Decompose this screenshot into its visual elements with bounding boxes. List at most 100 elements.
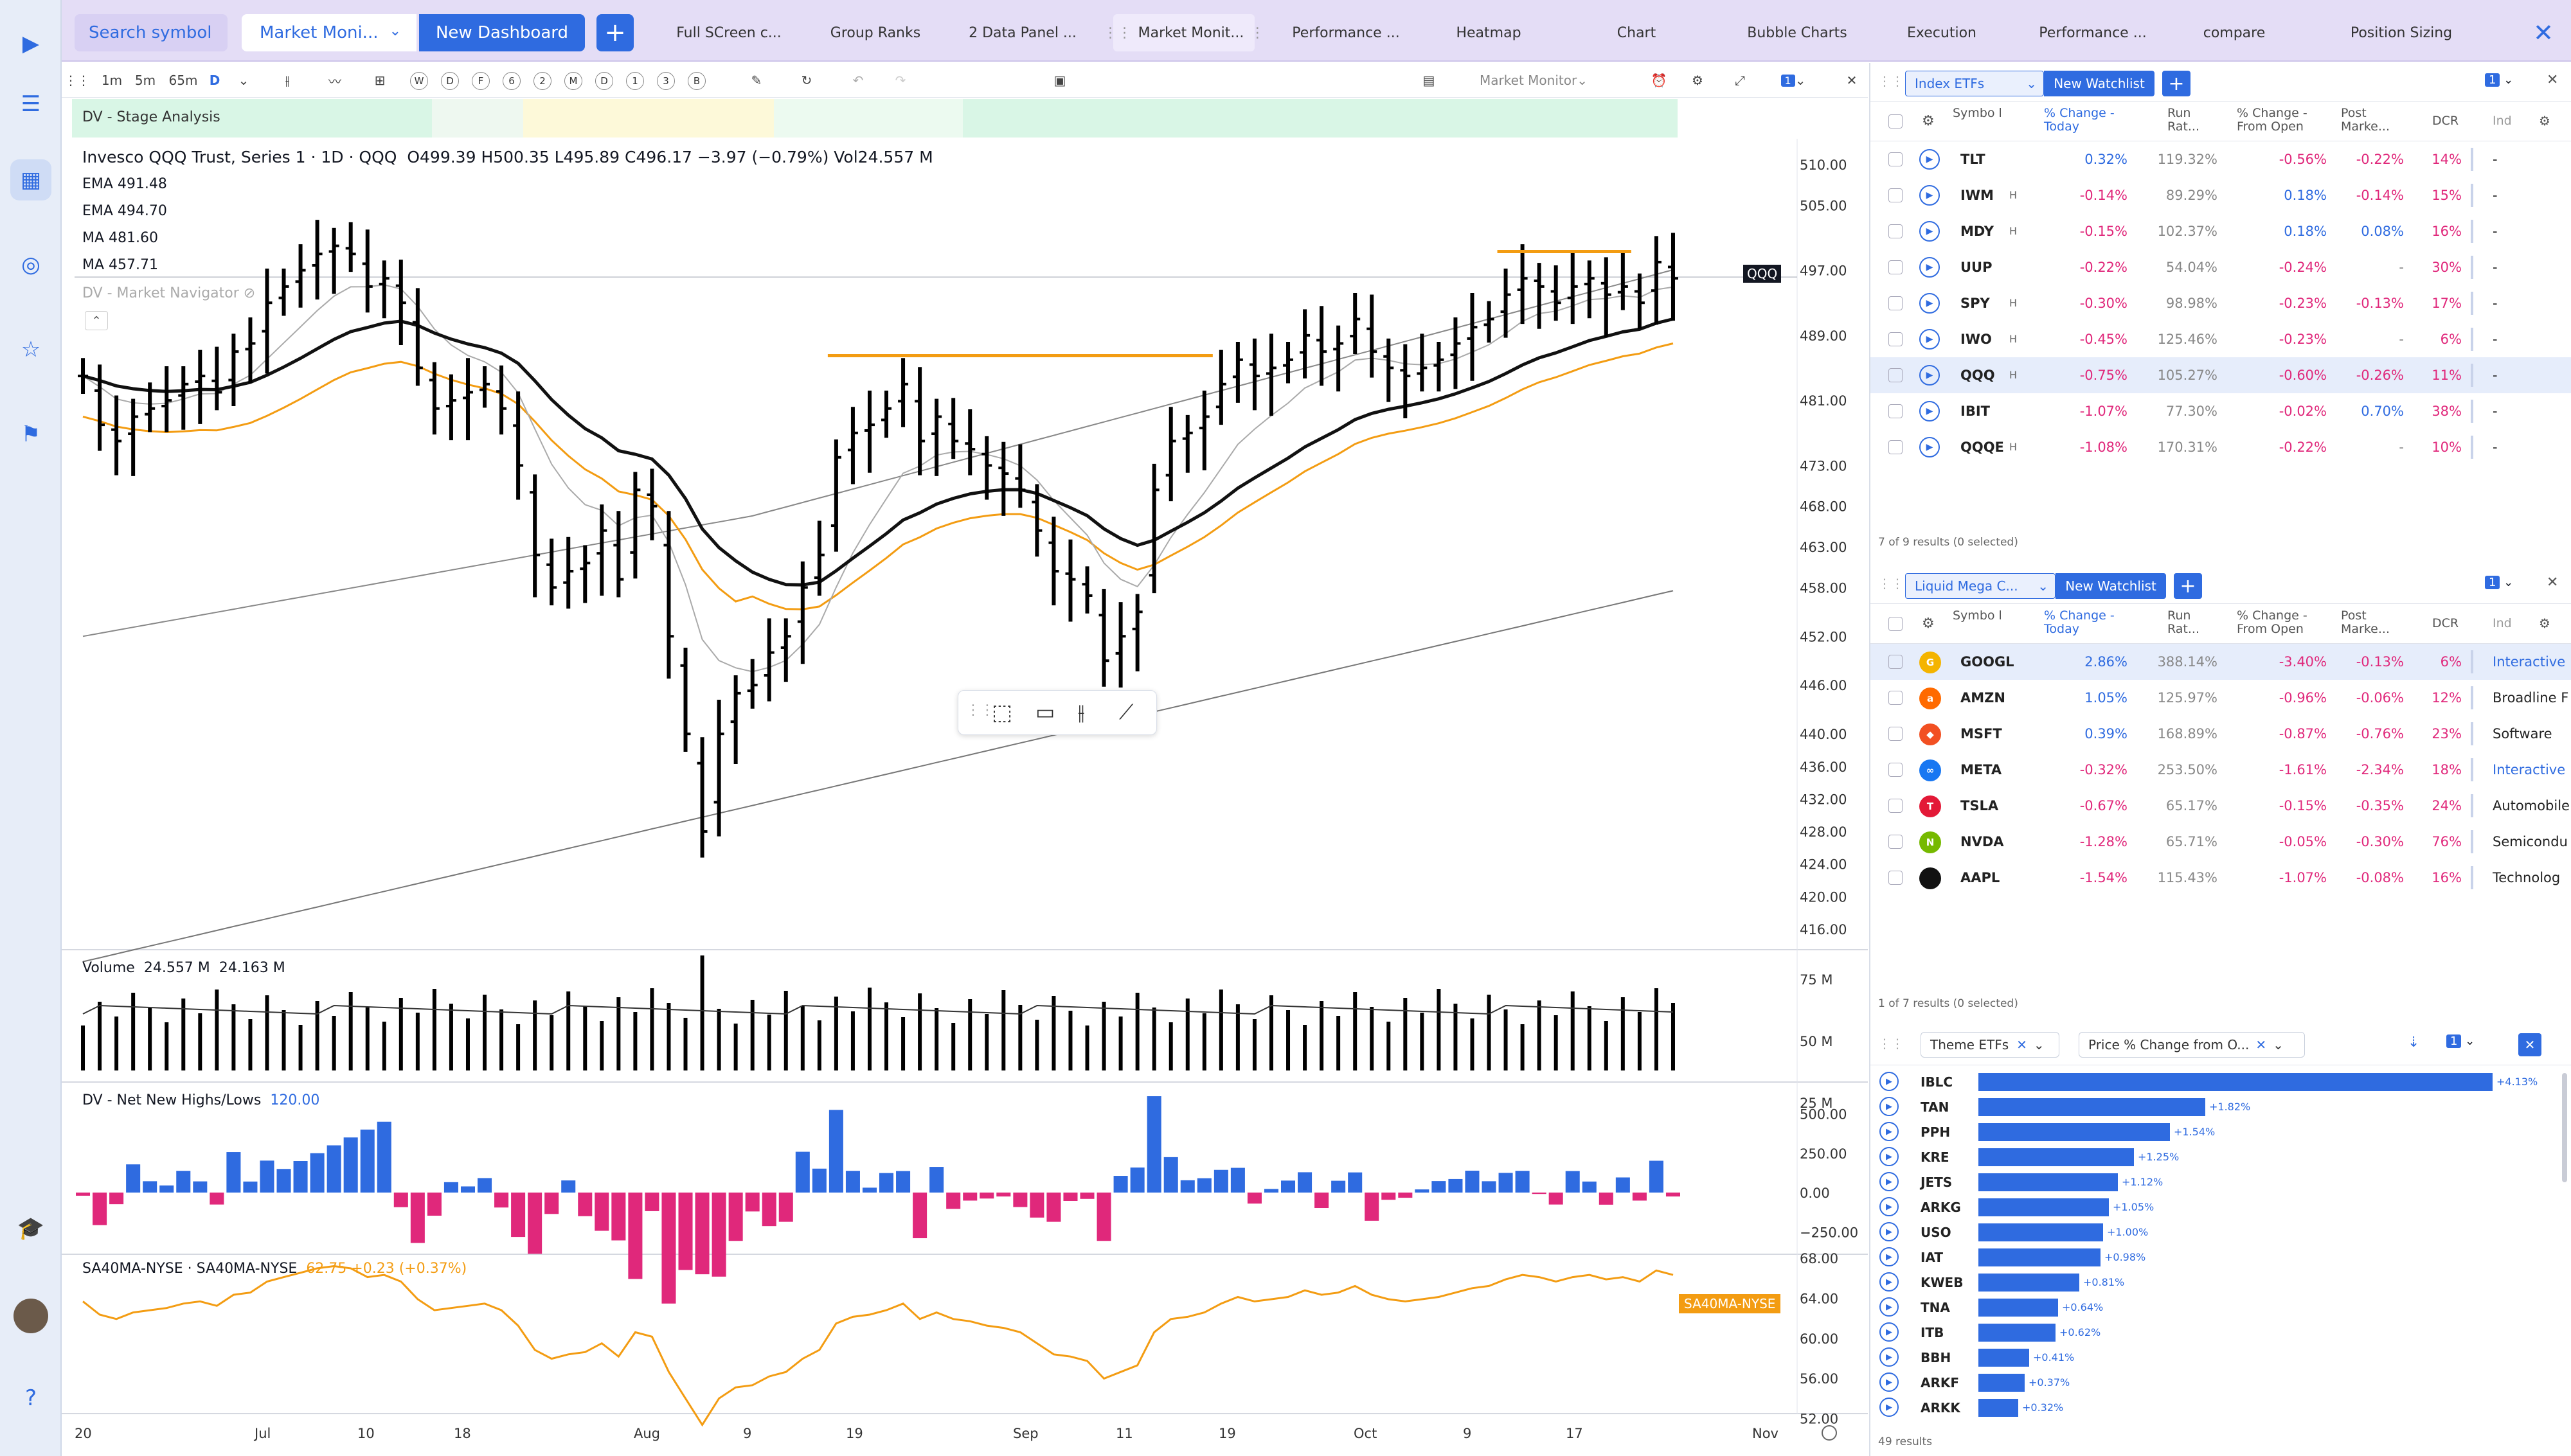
symbol-cell[interactable]: AAPL xyxy=(1960,870,2000,885)
range-d2[interactable]: D xyxy=(595,72,613,90)
row-checkbox[interactable] xyxy=(1888,368,1903,382)
panel-link-select[interactable]: 1 ⌄ xyxy=(2446,1034,2475,1048)
scrollbar[interactable] xyxy=(2562,1073,2567,1182)
table-row[interactable]: ◆ MSFT 0.39% 168.89% -0.87% -0.76% 23% Software xyxy=(1870,716,2571,752)
interval-1m[interactable]: 1m xyxy=(101,73,123,88)
row-checkbox[interactable] xyxy=(1888,763,1903,777)
range-f[interactable]: F xyxy=(472,72,490,90)
theme-bar-row[interactable]: ▶ IBLC +4.13% xyxy=(1870,1069,2558,1094)
layout-icon[interactable]: ▤ xyxy=(1422,73,1435,88)
col-dcr[interactable]: DCR xyxy=(2432,114,2459,128)
settings-icon[interactable]: ⚙ xyxy=(2539,113,2550,129)
tab-menu-icon[interactable]: ⋮ xyxy=(1250,24,1265,41)
theme-bar-row[interactable]: ▶ JETS +1.12% xyxy=(1870,1169,2558,1194)
col-post-market[interactable]: Post Marke... xyxy=(2341,106,2390,134)
play-icon[interactable]: ▶ xyxy=(1879,1197,1899,1216)
play-icon[interactable]: ▶ xyxy=(1919,293,1940,314)
play-icon[interactable]: ▶ xyxy=(1879,1247,1899,1266)
tab-bubble-charts[interactable]: Bubble Charts xyxy=(1747,24,1847,41)
theme-bar-row[interactable]: ▶ KWEB +0.81% xyxy=(1870,1270,2558,1295)
play-icon[interactable]: ▶ xyxy=(1879,1297,1899,1317)
theme-list-select[interactable]: Theme ETFs ✕ ⌄ xyxy=(1921,1032,2059,1058)
drag-handle-icon[interactable]: ⋮⋮ xyxy=(966,702,994,718)
draw-icon[interactable]: ✎ xyxy=(751,73,762,88)
range-3[interactable]: 3 xyxy=(657,72,675,90)
play-icon[interactable]: ▶ xyxy=(1919,185,1940,206)
add-watchlist-button[interactable]: + xyxy=(2174,573,2202,599)
trendline-tool-icon[interactable]: ⟋ xyxy=(1119,700,1134,724)
indicators-icon[interactable]: 〰 xyxy=(328,73,341,89)
play-icon[interactable]: ▶ xyxy=(1919,221,1940,242)
drag-handle-icon[interactable]: ⋮⋮ xyxy=(1878,73,1904,89)
tab-full-screen[interactable]: Full SCreen c... xyxy=(676,24,782,41)
symbol-cell[interactable]: NVDA xyxy=(1960,834,2004,849)
range-2[interactable]: 2 xyxy=(533,72,551,90)
drag-handle-icon[interactable]: ⋮⋮ xyxy=(1103,24,1132,41)
tab-execution[interactable]: Execution xyxy=(1907,24,1976,41)
play-icon[interactable]: ▶ xyxy=(1919,257,1940,278)
col-change-from-open[interactable]: % Change - From Open xyxy=(2237,608,2307,636)
redo-icon[interactable]: ↷ xyxy=(895,73,906,88)
col-industry[interactable]: Ind xyxy=(2493,616,2512,630)
theme-bar-row[interactable]: ▶ KRE +1.25% xyxy=(1870,1144,2558,1169)
drag-handle-icon[interactable]: ⋮⋮ xyxy=(1878,1036,1904,1051)
clear-icon[interactable]: ✕ xyxy=(2016,1037,2027,1052)
row-checkbox[interactable] xyxy=(1888,332,1903,346)
panel-link-select[interactable]: 1 ⌄ xyxy=(2485,73,2513,87)
play-icon[interactable]: ▶ xyxy=(1879,1322,1899,1342)
refresh-icon[interactable]: ↻ xyxy=(801,73,812,88)
symbol-cell[interactable]: AMZN xyxy=(1960,690,2005,706)
watchlist-select-mega-caps[interactable]: Liquid Mega C... ⌄ xyxy=(1905,573,2056,599)
table-row[interactable]: ▶ H IWO -0.45% 125.46% -0.23% - 6% - xyxy=(1870,321,2571,357)
close-panel-icon[interactable]: ✕ xyxy=(2547,72,2559,88)
table-row[interactable]: ▶ H SPY -0.30% 98.98% -0.23% -0.13% 17% - xyxy=(1870,285,2571,321)
tab-performance-1[interactable]: Performance ... xyxy=(1292,24,1400,41)
settings-icon[interactable]: ⚙ xyxy=(1692,73,1703,88)
play-icon[interactable]: ▶ xyxy=(1879,1122,1899,1141)
row-checkbox[interactable] xyxy=(1888,727,1903,741)
play-icon[interactable]: ▶ xyxy=(1919,365,1940,386)
close-panel-icon[interactable]: ✕ xyxy=(1846,73,1858,88)
dashboard-select[interactable]: Market Moni... ⌄ xyxy=(242,14,417,51)
symbol-cell[interactable]: META xyxy=(1960,762,2002,777)
add-tab-button[interactable]: + xyxy=(596,14,634,51)
tab-compare[interactable]: compare xyxy=(2203,24,2266,41)
row-checkbox[interactable] xyxy=(1888,260,1903,274)
settings-icon[interactable]: ⚙ xyxy=(1922,616,1935,632)
rectangle-tool-icon[interactable]: ⬚ xyxy=(992,700,1013,725)
close-panel-icon[interactable]: ✕ xyxy=(2518,1033,2541,1056)
tab-data-panel[interactable]: 2 Data Panel ... xyxy=(969,24,1077,41)
col-industry[interactable]: Ind xyxy=(2493,114,2512,128)
theme-bar-row[interactable]: ▶ IAT +0.98% xyxy=(1870,1245,2558,1270)
new-watchlist-button[interactable]: New Watchlist xyxy=(2056,573,2166,599)
play-icon[interactable]: ▶ xyxy=(1879,1347,1899,1367)
table-row[interactable]: ▶ TLT 0.32% 119.32% -0.56% -0.22% 14% - xyxy=(1870,141,2571,177)
col-dcr[interactable]: DCR xyxy=(2432,616,2459,630)
symbol-cell[interactable]: QQQ xyxy=(1960,368,1995,383)
symbol-cell[interactable]: QQQE xyxy=(1960,439,2004,455)
tab-position-sizing[interactable]: Position Sizing xyxy=(2350,24,2453,41)
clear-icon[interactable]: ✕ xyxy=(2255,1037,2267,1052)
dashboard-icon[interactable]: ▦ xyxy=(10,159,51,200)
symbol-cell[interactable]: SPY xyxy=(1960,296,1990,311)
interval-65m[interactable]: 65m xyxy=(168,73,198,88)
theme-bar-row[interactable]: ▶ ARKG +1.05% xyxy=(1870,1194,2558,1220)
play-icon[interactable]: ▶ xyxy=(1879,1372,1899,1392)
avatar[interactable] xyxy=(10,1295,51,1336)
tab-chart[interactable]: Chart xyxy=(1617,24,1656,41)
row-checkbox[interactable] xyxy=(1888,871,1903,885)
theme-bar-row[interactable]: ▶ PPH +1.54% xyxy=(1870,1119,2558,1144)
symbol-cell[interactable]: GOOGL xyxy=(1960,654,2014,670)
logo-play-icon[interactable]: ▶ xyxy=(22,31,40,57)
panel-link-select[interactable]: 1 ⌄ xyxy=(1775,71,1811,90)
table-row[interactable]: ▶ H MDY -0.15% 102.37% 0.18% 0.08% 16% - xyxy=(1870,213,2571,249)
row-checkbox[interactable] xyxy=(1888,296,1903,310)
comment-tool-icon[interactable]: ▭ xyxy=(1035,700,1055,724)
theme-bar-row[interactable]: ▶ ITB +0.62% xyxy=(1870,1320,2558,1345)
price-chart[interactable]: 510.00 505.00 497.00 489.00 481.00 473.00 468.… xyxy=(62,139,1868,1456)
row-checkbox[interactable] xyxy=(1888,152,1903,166)
row-checkbox[interactable] xyxy=(1888,404,1903,418)
table-row[interactable]: ▶ H QQQE -1.08% 170.31% -0.22% - 10% - xyxy=(1870,429,2571,465)
range-1[interactable]: 1 xyxy=(626,72,644,90)
table-row[interactable]: ▶ UUP -0.22% 54.04% -0.24% - 30% - xyxy=(1870,249,2571,285)
